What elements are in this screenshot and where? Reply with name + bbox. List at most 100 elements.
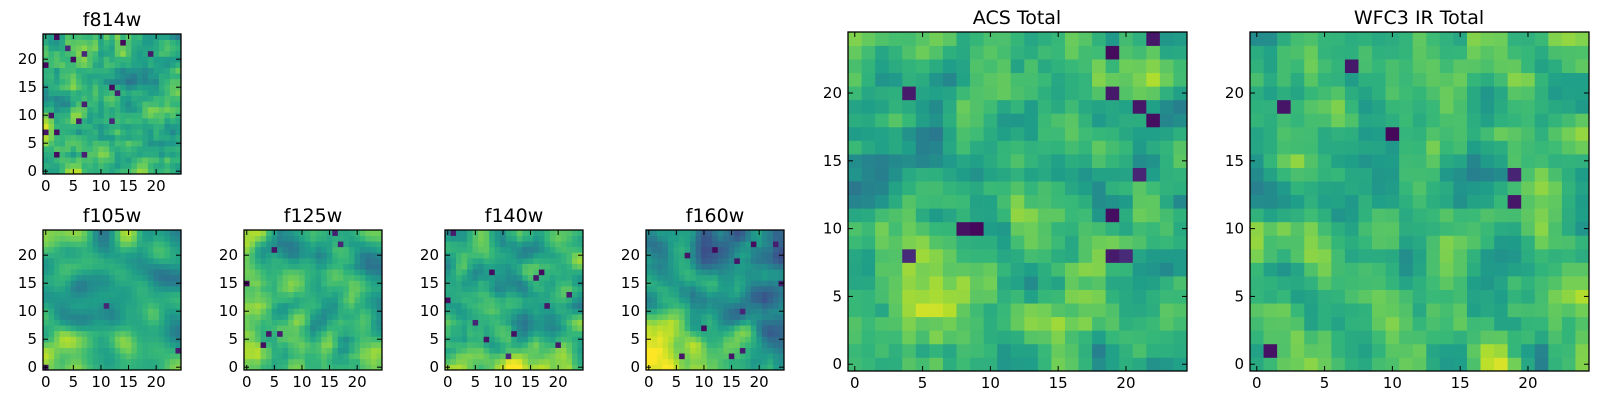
heatmap-cell — [577, 258, 584, 264]
heatmap-cell — [1548, 194, 1563, 209]
heatmap-cell — [153, 319, 160, 326]
heatmap-cell — [929, 208, 944, 223]
heatmap-cell — [337, 252, 344, 259]
heatmap-cell — [571, 336, 578, 343]
heatmap-cell — [522, 286, 529, 292]
heatmap-cell — [153, 302, 160, 309]
heatmap-cell — [244, 319, 250, 326]
heatmap-cell — [59, 56, 66, 63]
heatmap-cell — [997, 59, 1012, 74]
heatmap-cell — [651, 347, 658, 354]
heatmap-cell — [467, 364, 473, 371]
heatmap-cell — [1132, 357, 1147, 372]
heatmap-cell — [332, 258, 339, 264]
heatmap-cell — [266, 319, 272, 326]
heatmap-cell — [304, 353, 311, 360]
heatmap-cell — [98, 246, 105, 253]
heatmap-cell — [1412, 276, 1427, 290]
heatmap-cell — [43, 291, 49, 298]
heatmap-cell — [70, 308, 77, 315]
heatmap-cell — [348, 241, 355, 248]
heatmap-cell — [1507, 262, 1522, 277]
heatmap-cell — [114, 112, 121, 119]
heatmap-cell — [1561, 167, 1576, 182]
heatmap-cell — [723, 336, 730, 343]
heatmap-cell — [701, 280, 708, 287]
heatmap-cell — [1480, 86, 1495, 101]
heatmap-cell — [712, 258, 719, 264]
heatmap-cell — [1358, 154, 1373, 168]
heatmap-cell — [875, 126, 890, 141]
heatmap-cell — [293, 342, 300, 348]
heatmap-cell — [875, 343, 890, 358]
heatmap-cell — [739, 319, 746, 326]
heatmap-cell — [549, 308, 556, 315]
heatmap-cell — [483, 347, 490, 354]
plot-frame-f160w — [645, 229, 785, 371]
heatmap-cell — [70, 123, 77, 130]
heatmap-cell — [103, 319, 110, 326]
heatmap-cell — [1344, 235, 1359, 250]
heatmap-cell — [1426, 72, 1441, 87]
heatmap-cell — [1064, 99, 1079, 114]
heatmap-cell — [767, 358, 774, 365]
heatmap-cell — [65, 291, 71, 298]
heatmap-cell — [1534, 289, 1549, 304]
heatmap-cell — [712, 353, 719, 360]
heatmap-cell — [511, 263, 518, 270]
heatmap-cell — [728, 347, 735, 354]
heatmap-cell — [1494, 276, 1508, 290]
heatmap-cell — [712, 319, 719, 326]
heatmap-cell — [103, 353, 110, 360]
heatmap-cell — [164, 39, 171, 46]
heatmap-cell — [566, 330, 573, 337]
heatmap-cell — [684, 258, 691, 264]
heatmap-cell — [571, 364, 578, 371]
heatmap-cell — [120, 291, 127, 298]
heatmap-cell — [65, 319, 71, 326]
heatmap-cell — [1385, 181, 1400, 196]
heatmap-cell — [365, 269, 372, 276]
heatmap-cell — [288, 286, 295, 292]
heatmap-cell — [695, 358, 702, 365]
heatmap-cell — [1146, 343, 1161, 358]
heatmap-cell — [684, 364, 691, 371]
heatmap-cell — [1548, 140, 1563, 155]
heatmap-cell — [1561, 194, 1576, 209]
heatmap-cell — [549, 325, 556, 332]
heatmap-cell — [131, 342, 138, 348]
heatmap-cell — [1331, 194, 1346, 209]
heatmap-cell — [739, 286, 746, 292]
heatmap-cell — [114, 263, 121, 270]
heatmap-cell — [902, 289, 917, 304]
heatmap-cell — [1426, 248, 1441, 263]
heatmap-cell — [48, 34, 55, 40]
heatmap-cell — [169, 90, 176, 96]
heatmap-cell — [1480, 194, 1495, 209]
heatmap-cell — [326, 330, 333, 337]
panel-title-f160w: f160w — [686, 205, 745, 227]
heatmap-cell — [734, 314, 741, 320]
heatmap-cell — [902, 113, 917, 128]
heatmap-cell — [1561, 72, 1576, 87]
heatmap-cell — [571, 308, 578, 315]
heatmap-cell — [114, 336, 121, 343]
heatmap-cell — [370, 358, 377, 365]
heatmap-cell — [983, 262, 998, 277]
heatmap-cell — [153, 84, 160, 91]
heatmap-cell — [255, 308, 261, 315]
heatmap-cell — [997, 343, 1012, 358]
heatmap-cell — [1385, 276, 1400, 290]
heatmap-cell — [92, 123, 99, 130]
heatmap-cell — [1453, 276, 1468, 290]
heatmap-cell — [1277, 357, 1292, 372]
heatmap-cell — [915, 32, 930, 46]
heatmap-cell — [668, 274, 674, 281]
heatmap-cell — [673, 269, 680, 276]
heatmap-cell — [902, 276, 917, 290]
heatmap-cell — [1426, 59, 1441, 74]
heatmap-cell — [549, 252, 556, 259]
heatmap-cell — [942, 235, 957, 250]
heatmap-cell — [43, 274, 49, 281]
heatmap-cell — [1119, 113, 1134, 128]
